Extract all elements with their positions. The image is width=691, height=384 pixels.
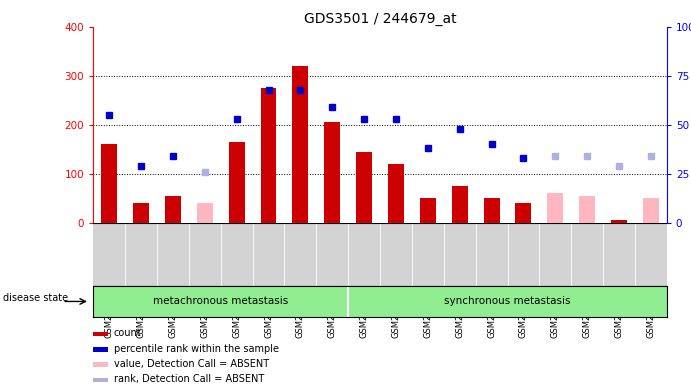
Title: GDS3501 / 244679_at: GDS3501 / 244679_at [304, 12, 456, 26]
Text: metachronous metastasis: metachronous metastasis [153, 296, 288, 306]
Bar [579, 196, 595, 223]
Bar [611, 220, 627, 223]
Text: value, Detection Call = ABSENT: value, Detection Call = ABSENT [114, 359, 269, 369]
Bar [133, 203, 149, 223]
Bar [324, 122, 340, 223]
Bar [515, 203, 531, 223]
Text: percentile rank within the sample: percentile rank within the sample [114, 344, 278, 354]
Bar [197, 203, 213, 223]
Text: disease state: disease state [3, 293, 68, 303]
Bar [165, 196, 181, 223]
Bar [484, 198, 500, 223]
Bar [388, 164, 404, 223]
Text: count: count [114, 328, 142, 338]
Bar [452, 186, 468, 223]
Bar [292, 66, 308, 223]
Bar [547, 194, 563, 223]
Text: synchronous metastasis: synchronous metastasis [444, 296, 571, 306]
Bar [356, 152, 372, 223]
Bar [102, 144, 117, 223]
Bar [420, 198, 436, 223]
Bar [643, 198, 659, 223]
Bar [261, 88, 276, 223]
Text: rank, Detection Call = ABSENT: rank, Detection Call = ABSENT [114, 374, 264, 384]
Bar [229, 142, 245, 223]
